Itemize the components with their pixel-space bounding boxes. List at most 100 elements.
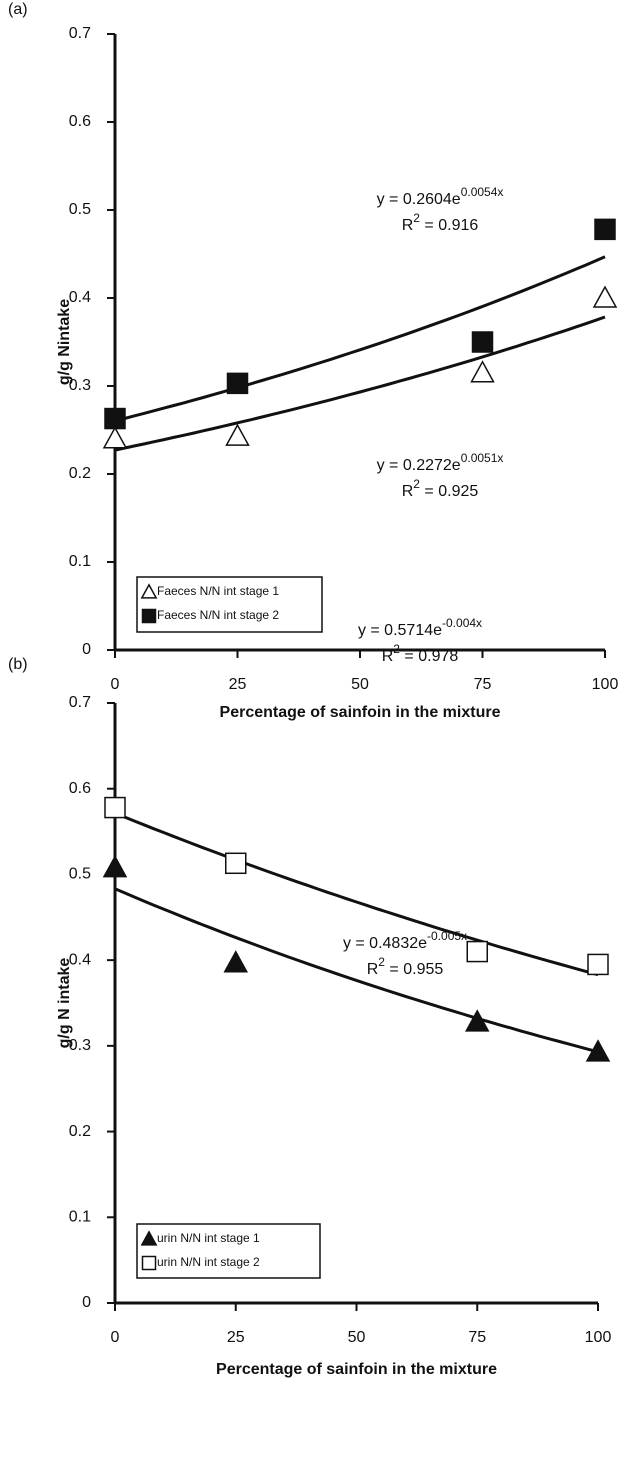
r-part: R: [367, 961, 379, 978]
y-axis-title: g/g N intake: [56, 958, 73, 1049]
x-axis-title: Percentage of sainfoin in the mixture: [216, 1361, 497, 1378]
legend-marker: [141, 608, 157, 624]
equation-part: x: [476, 616, 482, 630]
r-part: =: [420, 483, 438, 500]
equation: y = 0.2604e0.0054x: [377, 185, 504, 208]
marker: [470, 360, 495, 383]
y-tick-label: 0.4: [69, 951, 91, 968]
marker: [466, 940, 488, 963]
y-tick-label: 0.7: [69, 694, 91, 711]
equation-part: x: [497, 185, 503, 199]
r-part: 2: [413, 477, 420, 491]
y-tick-label: 0.1: [69, 553, 91, 570]
equation-coefficient: 0.2604: [403, 191, 452, 208]
r-part: =: [420, 217, 438, 234]
legend-label: urin N/N int stage 2: [157, 1255, 260, 1269]
y-tick-label: 0: [82, 1294, 91, 1311]
x-tick-label: 25: [229, 676, 247, 693]
marker: [223, 950, 249, 973]
x-tick-label: 75: [474, 676, 492, 693]
x-tick-label: 50: [348, 1329, 366, 1346]
legend-label: urin N/N int stage 1: [157, 1231, 260, 1245]
equation-part: e: [452, 457, 461, 474]
equation-part: x: [497, 451, 503, 465]
legend-marker: [140, 583, 158, 599]
trendline: [114, 811, 599, 977]
r-squared-value: 0.916: [438, 217, 478, 234]
y-tick-label: 0.6: [69, 780, 91, 797]
legend-box: [136, 1223, 321, 1279]
legend-label: Faeces N/N int stage 1: [157, 584, 279, 598]
legend-label: Faeces N/N int stage 2: [157, 608, 279, 622]
panel-label: (b): [8, 656, 28, 673]
x-tick-label: 0: [111, 1329, 120, 1346]
equation-coefficient: 0.2272: [403, 457, 452, 474]
r-squared-value: 0.955: [403, 961, 443, 978]
marker: [226, 372, 249, 395]
y-tick-label: 0.5: [69, 866, 91, 883]
y-tick-label: 0.3: [69, 377, 91, 394]
r-squared: R2 = 0.978: [382, 642, 459, 665]
r-squared: R2 = 0.925: [402, 477, 479, 500]
y-tick-label: 0.3: [69, 1037, 91, 1054]
x-axis-title: Percentage of sainfoin in the mixture: [220, 704, 501, 721]
trendline: [114, 887, 599, 1054]
panel-label: (a): [8, 1, 28, 18]
r-part: R: [402, 217, 414, 234]
r-part: 2: [393, 642, 400, 656]
legend-box: [136, 576, 323, 633]
y-tick-label: 0.5: [69, 201, 91, 218]
marker: [471, 331, 494, 353]
trendline: [114, 255, 606, 423]
equation-coefficient: 0.5714: [384, 622, 433, 639]
marker: [587, 953, 609, 976]
y-tick-label: 0.4: [69, 289, 91, 306]
r-squared-value: 0.925: [438, 483, 478, 500]
r-part: 2: [378, 955, 385, 969]
x-tick-label: 0: [111, 676, 120, 693]
marker: [592, 285, 618, 308]
r-part: R: [402, 483, 414, 500]
equation-exponent: 0.0054: [461, 185, 498, 199]
marker: [104, 796, 126, 819]
marker: [104, 407, 126, 430]
y-axis-title: g/g Nintake: [56, 299, 73, 385]
trendline: [114, 315, 606, 452]
y-tick-label: 0.6: [69, 113, 91, 130]
equation-part: e: [452, 191, 461, 208]
x-tick-label: 25: [227, 1329, 245, 1346]
marker: [585, 1039, 611, 1062]
y-tick-label: 0: [82, 641, 91, 658]
x-tick-label: 100: [592, 676, 619, 693]
legend-marker: [140, 1230, 158, 1246]
marker: [225, 423, 250, 446]
x-tick-label: 50: [351, 676, 369, 693]
equation-coefficient: 0.4832: [369, 935, 418, 952]
marker: [102, 855, 128, 878]
equation: y = 0.5714e-0.004x: [358, 616, 482, 639]
x-tick-label: 75: [468, 1329, 486, 1346]
y-tick-label: 0.2: [69, 1123, 91, 1140]
r-squared-value: 0.978: [418, 648, 458, 665]
r-squared: R2 = 0.916: [402, 211, 479, 234]
equation-exponent: -0.004: [442, 616, 476, 630]
r-part: =: [400, 648, 418, 665]
equation-part: y =: [377, 191, 403, 208]
equation-part: y =: [358, 622, 384, 639]
equation-part: e: [418, 935, 427, 952]
y-tick-label: 0.1: [69, 1209, 91, 1226]
marker: [225, 852, 247, 875]
y-tick-label: 0.7: [69, 25, 91, 42]
y-tick-label: 0.2: [69, 465, 91, 482]
equation-part: y =: [343, 935, 369, 952]
equation-exponent: 0.0051: [461, 451, 498, 465]
r-part: =: [385, 961, 403, 978]
marker: [594, 218, 616, 241]
equation: y = 0.2272e0.0051x: [377, 451, 504, 474]
equation-part: e: [433, 622, 442, 639]
x-tick-label: 100: [585, 1329, 612, 1346]
marker: [464, 1009, 490, 1032]
legend-marker: [141, 1255, 157, 1271]
